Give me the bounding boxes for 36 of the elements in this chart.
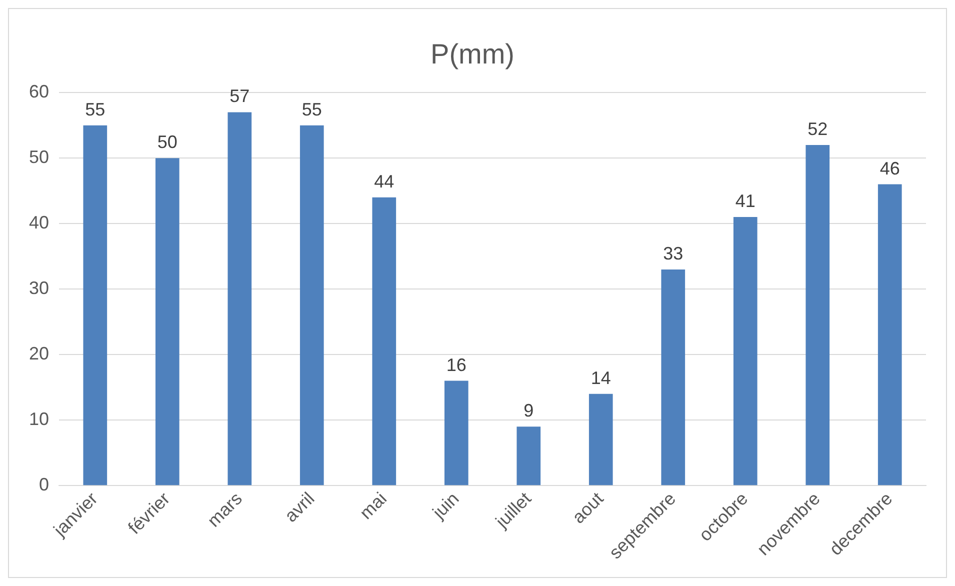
y-tick-label: 10	[28, 409, 50, 430]
bar	[516, 426, 541, 486]
x-tick-label: avril	[280, 488, 318, 526]
data-label: 55	[302, 99, 322, 120]
y-tick-label: 0	[39, 474, 50, 495]
y-tick-label: 50	[28, 147, 50, 168]
data-label: 50	[157, 132, 178, 152]
bar	[372, 197, 396, 486]
data-label: 9	[524, 400, 534, 421]
bar	[444, 380, 468, 486]
data-label: 46	[880, 158, 900, 178]
data-label: 33	[663, 243, 684, 264]
bar	[228, 112, 252, 486]
y-tick-label: 20	[28, 344, 50, 364]
x-tick-label: mai	[356, 488, 390, 524]
bar	[300, 125, 324, 486]
bar	[83, 125, 108, 486]
bar	[733, 217, 758, 486]
data-label: 14	[590, 368, 611, 388]
bar	[588, 394, 613, 486]
bar	[878, 184, 902, 486]
data-label: 44	[374, 171, 394, 192]
y-tick-label: 40	[28, 212, 50, 233]
bar	[806, 145, 830, 486]
y-tick-label: 30	[28, 278, 50, 298]
x-tick-label: juin	[428, 488, 463, 524]
data-label: 52	[808, 118, 828, 139]
data-label: 55	[85, 99, 106, 120]
bar	[661, 269, 686, 486]
data-label: 57	[230, 86, 250, 106]
x-tick-label: aout	[568, 488, 608, 528]
data-label: 41	[735, 191, 756, 212]
bar	[155, 158, 180, 486]
data-label: 16	[446, 354, 466, 375]
chart-title: P(mm)	[430, 38, 514, 70]
y-tick-label: 60	[28, 82, 50, 102]
